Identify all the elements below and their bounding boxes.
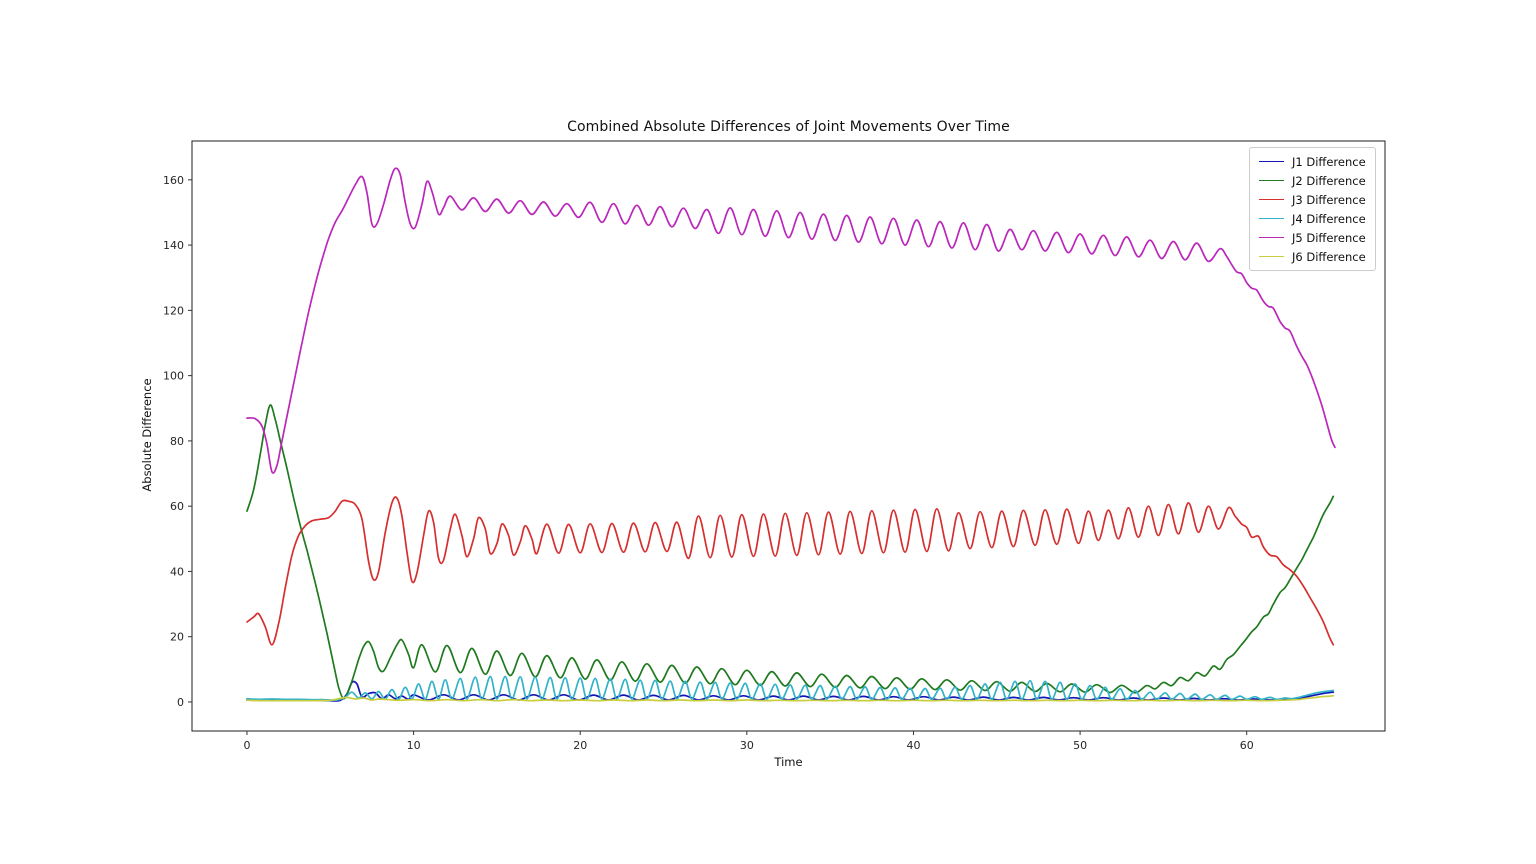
plot-frame [191, 140, 1386, 732]
legend-label: J3 Difference [1292, 192, 1366, 207]
y-tick-label: 80 [170, 435, 184, 448]
legend-item-4: J4 Difference [1259, 209, 1366, 228]
legend-item-1: J1 Difference [1259, 152, 1366, 171]
series-line-3 [246, 496, 1335, 646]
y-tick-label: 140 [163, 239, 184, 252]
x-tick-label: 40 [906, 739, 920, 752]
x-tick-label: 60 [1240, 739, 1254, 752]
chart-title: Combined Absolute Differences of Joint M… [567, 119, 1010, 135]
legend-label: J6 Difference [1292, 249, 1366, 264]
y-tick-label: 0 [177, 696, 184, 709]
series-line-4 [246, 675, 1335, 701]
legend: J1 Difference J2 Difference J3 Difference J… [1249, 147, 1376, 271]
legend-line-swatch [1259, 237, 1284, 238]
legend-line-swatch [1259, 180, 1284, 181]
legend-item-2: J2 Difference [1259, 171, 1366, 190]
x-axis-label: Time [774, 755, 803, 769]
x-tick-label: 0 [243, 739, 250, 752]
legend-line-swatch [1259, 218, 1284, 219]
y-axis-label: Absolute Difference [140, 378, 154, 492]
series-line-2 [246, 404, 1335, 700]
y-tick-label: 120 [163, 304, 184, 317]
legend-line-swatch [1259, 199, 1284, 200]
x-tick-label: 50 [1073, 739, 1087, 752]
y-tick-label: 20 [170, 631, 184, 644]
legend-label: J1 Difference [1292, 154, 1366, 169]
x-tick-label: 20 [573, 739, 587, 752]
x-tick-label: 10 [407, 739, 421, 752]
legend-line-swatch [1259, 256, 1284, 257]
legend-item-6: J6 Difference [1259, 247, 1366, 266]
legend-item-3: J3 Difference [1259, 190, 1366, 209]
series-line-6 [246, 694, 1335, 702]
legend-line-swatch [1259, 161, 1284, 162]
legend-label: J2 Difference [1292, 173, 1366, 188]
y-tick-label: 40 [170, 565, 184, 578]
legend-label: J5 Difference [1292, 230, 1366, 245]
y-tick-label: 60 [170, 500, 184, 513]
x-tick-label: 30 [740, 739, 754, 752]
series-line-5 [246, 167, 1336, 474]
y-tick-label: 100 [163, 370, 184, 383]
legend-label: J4 Difference [1292, 211, 1366, 226]
y-tick-label: 160 [163, 174, 184, 187]
legend-item-5: J5 Difference [1259, 228, 1366, 247]
